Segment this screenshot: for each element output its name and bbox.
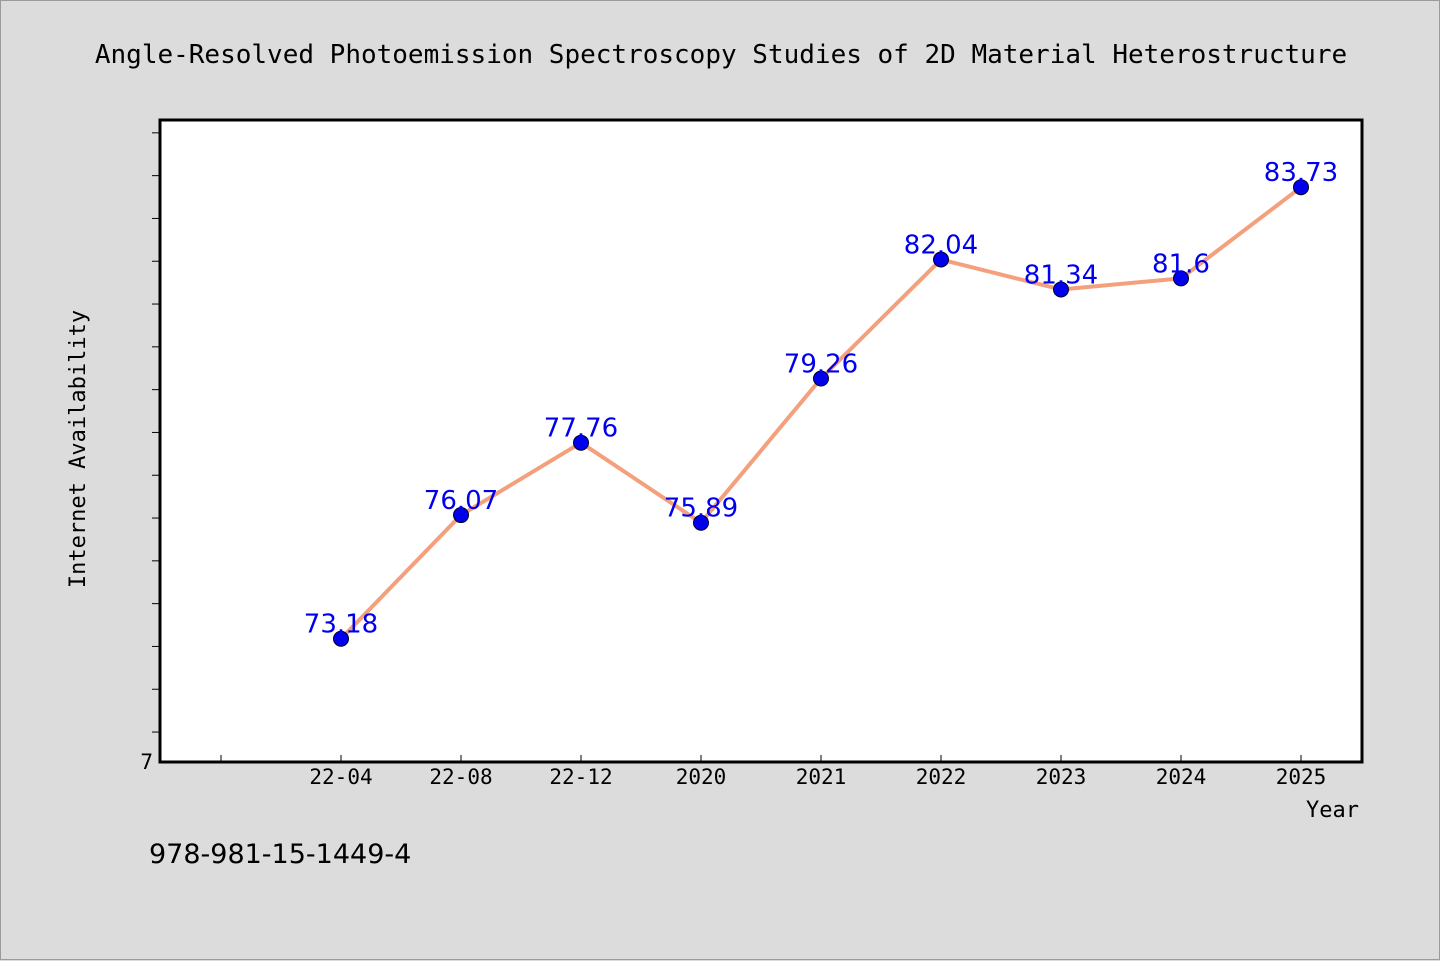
chart-title: Angle-Resolved Photoemission Spectroscop… xyxy=(95,40,1347,70)
data-point xyxy=(1173,270,1189,287)
plot-area xyxy=(158,118,1364,764)
data-label: 73.18 xyxy=(304,610,378,640)
footer-isbn: 978-981-15-1449-4 xyxy=(149,839,411,870)
data-point xyxy=(1053,281,1069,298)
series-group xyxy=(333,179,1309,647)
x-tick-label: 2024 xyxy=(1156,765,1207,789)
x-tick-label: 2022 xyxy=(916,765,967,789)
y-axis-ticks: 7 xyxy=(140,132,160,774)
x-tick-label: 22-08 xyxy=(429,765,492,789)
data-label: 77.76 xyxy=(544,414,618,444)
data-label: 79.26 xyxy=(784,350,858,380)
data-point xyxy=(573,434,589,451)
data-labels-group: 73.18 76.07 77.76 75.89 79.26 82.04 81.34 81.6 8… xyxy=(304,158,1338,640)
data-point xyxy=(1293,179,1309,196)
data-label: 81.6 xyxy=(1152,249,1210,279)
x-axis-label: Year xyxy=(1306,798,1359,823)
data-label: 75.89 xyxy=(664,494,738,524)
x-tick-label: 2020 xyxy=(676,765,727,789)
data-label: 82.04 xyxy=(904,231,978,261)
data-label: 83.73 xyxy=(1264,158,1338,188)
data-point xyxy=(813,370,829,387)
data-point xyxy=(693,514,709,531)
x-tick-label: 22-12 xyxy=(549,765,612,789)
data-point xyxy=(453,507,469,524)
y-axis-label: Internet Availability xyxy=(66,310,91,588)
data-point xyxy=(333,630,349,647)
data-label: 81.34 xyxy=(1024,260,1098,290)
x-tick-label: 2021 xyxy=(796,765,847,789)
y-tick-label: 7 xyxy=(140,750,153,774)
x-axis-ticks: 22-04 22-08 22-12 2020 2021 2022 2023 2024 2025 xyxy=(220,755,1327,789)
x-tick-label: 2025 xyxy=(1276,765,1327,789)
data-point xyxy=(933,251,949,268)
x-tick-label: 22-04 xyxy=(309,765,372,789)
x-tick-label: 2023 xyxy=(1036,765,1087,789)
data-label: 76.07 xyxy=(424,486,498,516)
